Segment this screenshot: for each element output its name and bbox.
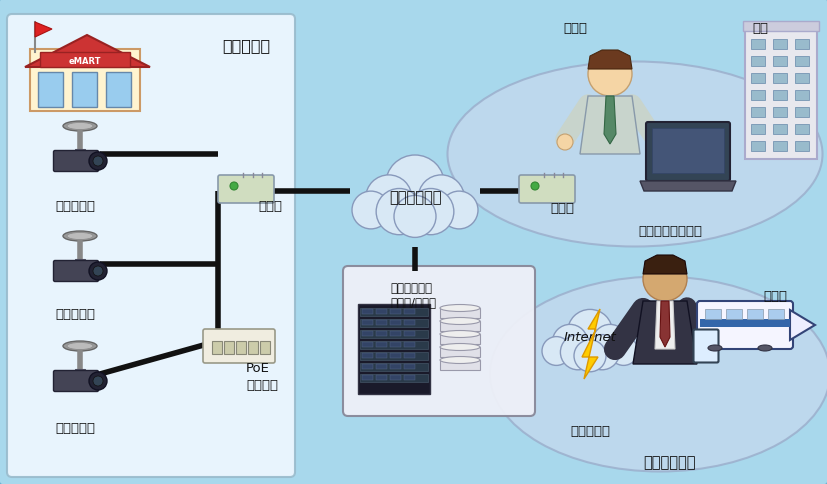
Bar xyxy=(376,353,387,358)
Circle shape xyxy=(352,192,390,229)
Circle shape xyxy=(93,267,103,276)
Bar xyxy=(362,375,373,380)
FancyBboxPatch shape xyxy=(203,329,275,363)
Bar xyxy=(376,332,387,336)
Bar xyxy=(652,129,724,174)
Bar xyxy=(700,319,790,327)
Text: 監視クラウド
（閲覧/録画）: 監視クラウド （閲覧/録画） xyxy=(390,281,436,309)
Bar xyxy=(390,375,401,380)
Bar xyxy=(40,53,130,68)
Bar xyxy=(705,309,721,319)
Text: eMART: eMART xyxy=(69,58,101,66)
Bar xyxy=(773,142,787,151)
Text: 管理者: 管理者 xyxy=(563,22,587,35)
Ellipse shape xyxy=(440,331,480,338)
Text: Internet: Internet xyxy=(563,331,616,344)
Polygon shape xyxy=(660,302,670,348)
Bar xyxy=(773,125,787,135)
Circle shape xyxy=(585,335,619,370)
Text: ルータ: ルータ xyxy=(258,199,282,212)
Bar xyxy=(362,364,373,369)
Polygon shape xyxy=(640,182,736,192)
Bar xyxy=(360,330,428,338)
Ellipse shape xyxy=(490,277,827,471)
Ellipse shape xyxy=(63,341,97,351)
Bar xyxy=(106,73,131,108)
Bar xyxy=(390,332,401,336)
Bar xyxy=(360,374,428,382)
Circle shape xyxy=(440,192,478,229)
Bar xyxy=(773,74,787,84)
Bar xyxy=(795,142,809,151)
Circle shape xyxy=(592,325,628,360)
Bar xyxy=(376,364,387,369)
Circle shape xyxy=(366,176,412,222)
Circle shape xyxy=(89,152,107,171)
Bar xyxy=(795,125,809,135)
Bar xyxy=(747,309,763,319)
Bar xyxy=(751,142,765,151)
Bar xyxy=(440,348,480,357)
Polygon shape xyxy=(790,310,815,340)
Bar xyxy=(362,353,373,358)
Polygon shape xyxy=(643,256,687,274)
Ellipse shape xyxy=(447,62,823,247)
Ellipse shape xyxy=(67,233,93,240)
Bar xyxy=(390,309,401,314)
Bar xyxy=(376,375,387,380)
Bar xyxy=(362,320,373,325)
Text: 監視エリア: 監視エリア xyxy=(222,38,270,53)
Circle shape xyxy=(89,262,107,280)
Ellipse shape xyxy=(63,231,97,242)
Ellipse shape xyxy=(440,318,480,325)
Text: 移動先: 移動先 xyxy=(763,289,787,302)
Bar xyxy=(440,321,480,332)
FancyBboxPatch shape xyxy=(247,341,257,354)
Bar xyxy=(390,342,401,348)
Circle shape xyxy=(531,182,539,191)
Circle shape xyxy=(557,135,573,151)
Polygon shape xyxy=(35,23,52,38)
Bar xyxy=(404,332,415,336)
FancyBboxPatch shape xyxy=(75,369,85,379)
FancyBboxPatch shape xyxy=(54,371,98,392)
Circle shape xyxy=(93,157,103,166)
FancyBboxPatch shape xyxy=(343,267,535,416)
Bar xyxy=(726,309,742,319)
Polygon shape xyxy=(582,309,600,379)
Bar xyxy=(376,320,387,325)
Bar xyxy=(362,342,373,348)
FancyBboxPatch shape xyxy=(54,151,98,172)
Ellipse shape xyxy=(708,345,722,351)
Polygon shape xyxy=(588,51,632,70)
Bar xyxy=(751,40,765,50)
Bar xyxy=(404,309,415,314)
Text: クライアントＰＣ: クライアントＰＣ xyxy=(638,225,702,238)
Bar xyxy=(440,308,480,318)
Text: ルータ: ルータ xyxy=(550,201,574,214)
Text: 録画カメラ: 録画カメラ xyxy=(55,421,95,434)
Bar xyxy=(404,375,415,380)
Bar xyxy=(773,57,787,67)
Bar xyxy=(390,353,401,358)
Bar xyxy=(360,341,428,349)
Bar xyxy=(751,74,765,84)
Ellipse shape xyxy=(440,357,480,364)
Ellipse shape xyxy=(758,345,772,351)
FancyBboxPatch shape xyxy=(212,341,222,354)
Bar xyxy=(745,30,817,160)
FancyBboxPatch shape xyxy=(646,123,730,182)
Circle shape xyxy=(93,376,103,386)
Circle shape xyxy=(694,330,712,348)
Circle shape xyxy=(230,182,238,191)
FancyBboxPatch shape xyxy=(697,302,793,349)
FancyBboxPatch shape xyxy=(260,341,270,354)
Bar xyxy=(404,320,415,325)
Bar xyxy=(795,108,809,118)
Circle shape xyxy=(567,310,613,354)
Bar xyxy=(72,73,97,108)
Circle shape xyxy=(561,335,595,370)
Polygon shape xyxy=(580,97,640,155)
Ellipse shape xyxy=(67,123,93,130)
